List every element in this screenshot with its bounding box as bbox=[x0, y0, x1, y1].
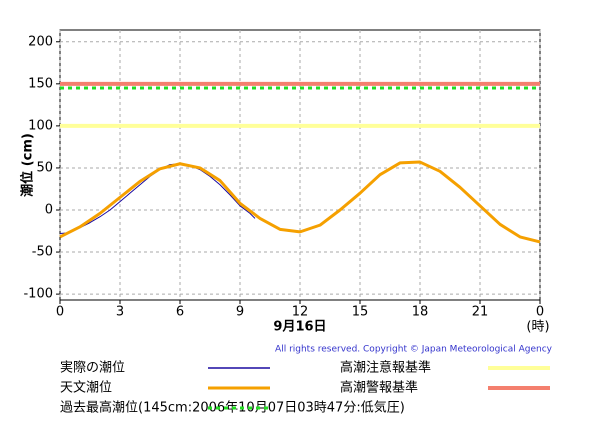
x-tick-label: 9 bbox=[236, 305, 244, 320]
y-tick-label: 100 bbox=[28, 118, 53, 133]
y-tick-label: -50 bbox=[32, 245, 53, 260]
legend-label: 天文潮位 bbox=[60, 381, 112, 396]
y-tick-label: 50 bbox=[36, 160, 53, 175]
y-tick-label: 150 bbox=[28, 76, 53, 91]
x-tick-label: 0 bbox=[56, 305, 64, 320]
legend-label: 高潮警報基準 bbox=[340, 380, 418, 396]
y-tick-label: 200 bbox=[28, 34, 53, 49]
y-axis-label: 潮位 (cm) bbox=[20, 133, 36, 197]
x-tick-label: 0 bbox=[536, 305, 544, 320]
x-tick-label: 3 bbox=[116, 305, 124, 320]
legend-label: 高潮注意報基準 bbox=[340, 360, 431, 376]
series-line bbox=[59, 163, 256, 235]
x-tick-label: 21 bbox=[472, 305, 489, 320]
x-axis-unit: (時) bbox=[526, 320, 549, 335]
y-tick-label: -100 bbox=[23, 287, 53, 302]
copyright: All rights reserved. Copyright © Japan M… bbox=[275, 345, 553, 355]
x-tick-label: 6 bbox=[176, 305, 184, 320]
legend-label: 実際の潮位 bbox=[60, 360, 125, 376]
x-tick-label: 12 bbox=[292, 305, 309, 320]
x-tick-label: 18 bbox=[412, 305, 429, 320]
x-axis-label: 9月16日 bbox=[273, 320, 326, 335]
y-tick-label: 0 bbox=[45, 203, 53, 218]
series-line bbox=[59, 160, 541, 244]
x-tick-label: 15 bbox=[352, 305, 369, 320]
